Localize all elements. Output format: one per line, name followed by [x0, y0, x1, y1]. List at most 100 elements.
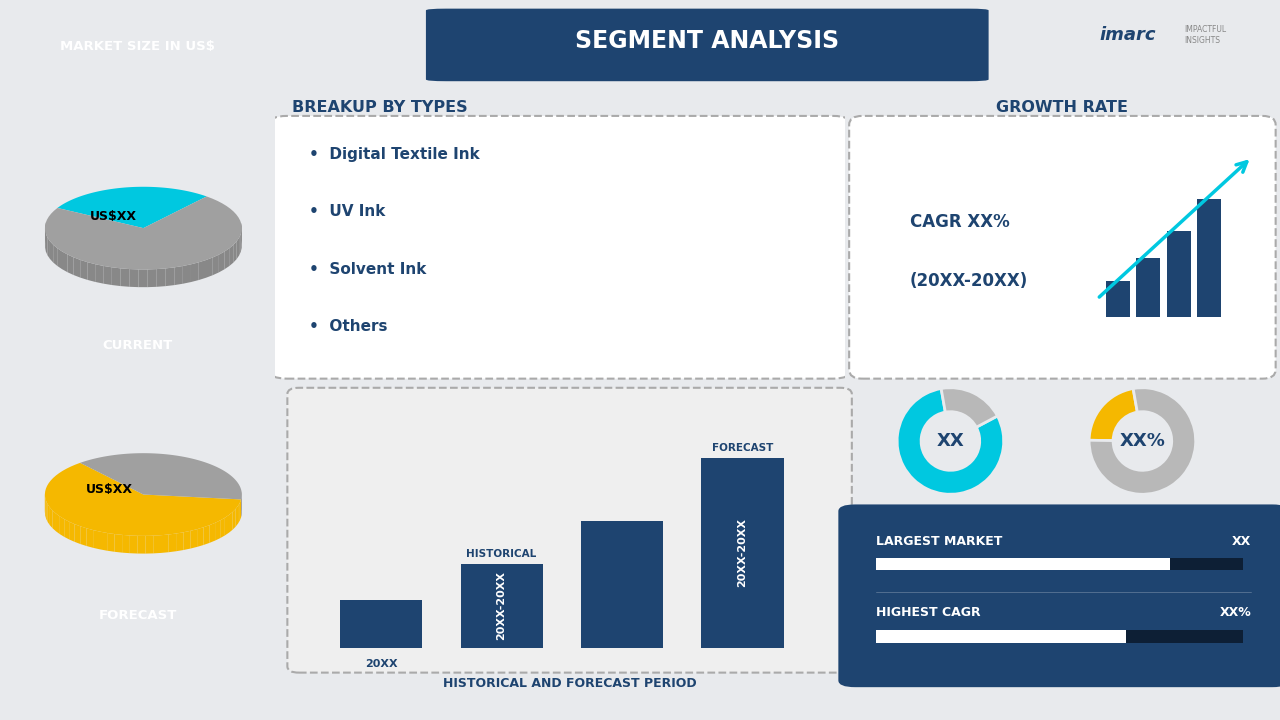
Polygon shape — [52, 510, 56, 531]
Wedge shape — [897, 389, 1004, 494]
Polygon shape — [146, 536, 154, 554]
Polygon shape — [87, 262, 95, 282]
Polygon shape — [111, 267, 120, 286]
Polygon shape — [100, 531, 108, 551]
Polygon shape — [219, 251, 224, 272]
Text: XX: XX — [1233, 535, 1252, 548]
Text: 20XX-20XX: 20XX-20XX — [737, 518, 748, 588]
Polygon shape — [129, 536, 138, 554]
Polygon shape — [238, 503, 239, 523]
Polygon shape — [81, 260, 87, 280]
FancyBboxPatch shape — [1106, 282, 1130, 317]
Polygon shape — [68, 254, 73, 275]
Polygon shape — [177, 532, 183, 552]
Polygon shape — [58, 248, 61, 269]
Polygon shape — [236, 506, 238, 527]
Text: HISTORICAL: HISTORICAL — [466, 549, 536, 559]
Polygon shape — [191, 262, 198, 282]
Text: (20XX-20XX): (20XX-20XX) — [910, 272, 1028, 290]
Polygon shape — [210, 523, 215, 543]
Text: MARKET SIZE IN US$: MARKET SIZE IN US$ — [60, 40, 215, 53]
Text: •  Others: • Others — [310, 320, 388, 335]
Text: BREAKUP BY TYPES: BREAKUP BY TYPES — [292, 99, 468, 114]
Text: US$XX: US$XX — [91, 210, 137, 222]
Polygon shape — [46, 234, 47, 255]
Polygon shape — [54, 245, 58, 266]
Polygon shape — [198, 260, 206, 280]
Polygon shape — [183, 531, 191, 550]
Polygon shape — [169, 534, 177, 552]
Polygon shape — [237, 238, 239, 259]
FancyBboxPatch shape — [1125, 631, 1243, 643]
Polygon shape — [165, 267, 174, 286]
Polygon shape — [47, 238, 50, 259]
Polygon shape — [47, 505, 50, 526]
Text: US$XX: US$XX — [86, 483, 132, 496]
FancyBboxPatch shape — [876, 558, 1170, 570]
Text: CURRENT: CURRENT — [102, 339, 173, 352]
Polygon shape — [154, 535, 161, 554]
Text: 20XX-20XX: 20XX-20XX — [497, 571, 507, 640]
Polygon shape — [114, 534, 122, 553]
Polygon shape — [73, 257, 81, 278]
Polygon shape — [212, 255, 219, 275]
Text: CAGR XX%: CAGR XX% — [910, 213, 1010, 231]
Text: FORECAST: FORECAST — [712, 444, 773, 453]
Polygon shape — [64, 519, 69, 539]
FancyBboxPatch shape — [426, 9, 988, 81]
Polygon shape — [69, 522, 74, 542]
Polygon shape — [138, 269, 147, 287]
FancyBboxPatch shape — [1197, 199, 1221, 317]
Wedge shape — [1089, 388, 1196, 494]
Polygon shape — [87, 528, 93, 548]
Polygon shape — [229, 512, 233, 533]
Text: HISTORICAL AND FORECAST PERIOD: HISTORICAL AND FORECAST PERIOD — [443, 677, 696, 690]
Polygon shape — [239, 234, 241, 256]
Text: SEGMENT ANALYSIS: SEGMENT ANALYSIS — [575, 30, 840, 53]
Text: FORECAST: FORECAST — [99, 609, 177, 622]
Text: XX%: XX% — [1120, 432, 1165, 450]
Polygon shape — [147, 269, 156, 287]
Text: XX: XX — [937, 432, 964, 450]
Polygon shape — [50, 508, 52, 528]
Polygon shape — [229, 245, 233, 266]
Polygon shape — [93, 530, 100, 549]
Polygon shape — [206, 258, 212, 278]
Polygon shape — [220, 518, 225, 538]
Text: GROWTH RATE: GROWTH RATE — [996, 99, 1129, 114]
Polygon shape — [197, 527, 204, 547]
Polygon shape — [161, 534, 169, 553]
Text: •  Digital Textile Ink: • Digital Textile Ink — [310, 147, 480, 162]
Wedge shape — [941, 388, 997, 427]
Bar — [581, 521, 663, 648]
Polygon shape — [61, 251, 68, 272]
FancyBboxPatch shape — [876, 631, 1125, 643]
Polygon shape — [224, 248, 229, 269]
Polygon shape — [174, 266, 183, 285]
Bar — [340, 600, 422, 648]
Polygon shape — [225, 515, 229, 536]
Polygon shape — [215, 521, 220, 541]
Polygon shape — [156, 269, 165, 287]
Polygon shape — [45, 463, 241, 536]
Bar — [701, 458, 783, 648]
Polygon shape — [81, 526, 87, 546]
FancyBboxPatch shape — [849, 116, 1276, 379]
FancyBboxPatch shape — [838, 505, 1280, 687]
Polygon shape — [56, 513, 60, 534]
Polygon shape — [204, 525, 210, 545]
Polygon shape — [233, 509, 236, 530]
Polygon shape — [138, 536, 146, 554]
FancyBboxPatch shape — [1170, 558, 1243, 570]
Bar — [461, 564, 543, 648]
Text: •  UV Ink: • UV Ink — [310, 204, 385, 220]
Text: •  Solvent Ink: • Solvent Ink — [310, 262, 426, 277]
Polygon shape — [183, 264, 191, 284]
Polygon shape — [120, 269, 129, 287]
Polygon shape — [233, 241, 237, 263]
Polygon shape — [104, 266, 111, 285]
Polygon shape — [60, 516, 64, 537]
Polygon shape — [46, 501, 47, 522]
Text: 20XX: 20XX — [365, 659, 398, 669]
Text: XX%: XX% — [1220, 606, 1252, 619]
